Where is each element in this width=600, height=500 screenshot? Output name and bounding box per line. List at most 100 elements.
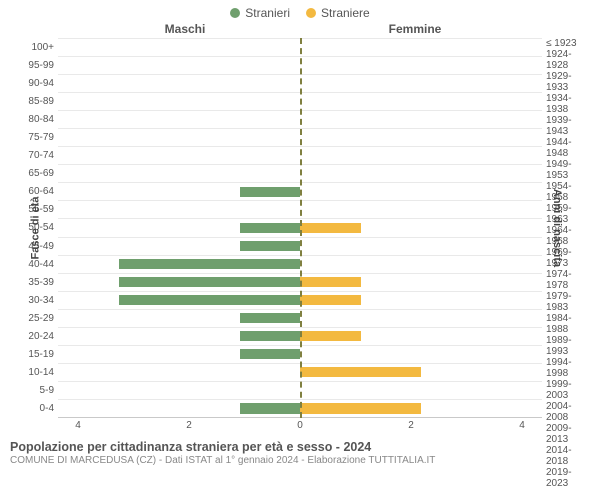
age-label: 70-74 — [20, 147, 58, 165]
age-label: 15-19 — [20, 346, 58, 364]
female-half — [300, 292, 542, 309]
female-half — [300, 400, 542, 417]
chart-title: Popolazione per cittadinanza straniera p… — [10, 440, 590, 454]
female-half — [300, 310, 542, 327]
age-label: 85-89 — [20, 92, 58, 110]
age-label: 80-84 — [20, 110, 58, 128]
male-half — [58, 400, 300, 417]
age-label: 5-9 — [20, 382, 58, 400]
birth-label: ≤ 1923 — [542, 38, 580, 49]
female-half — [300, 346, 542, 363]
female-half — [300, 382, 542, 399]
female-half — [300, 57, 542, 74]
bar-male — [119, 259, 301, 269]
female-half — [300, 274, 542, 291]
male-half — [58, 364, 300, 381]
birth-label: 1944-1948 — [542, 137, 580, 159]
swatch-female — [306, 8, 316, 18]
x-tick: 4 — [519, 420, 525, 431]
birth-label: 1934-1938 — [542, 93, 580, 115]
female-half — [300, 39, 542, 56]
female-half — [300, 129, 542, 146]
y-axis-title-right: Anni di nascita — [551, 189, 563, 267]
age-label: 0-4 — [20, 400, 58, 418]
age-label: 65-69 — [20, 165, 58, 183]
female-half — [300, 219, 542, 236]
age-label: 10-14 — [20, 364, 58, 382]
male-half — [58, 219, 300, 236]
column-headers: Maschi Femmine — [0, 22, 600, 36]
legend: Stranieri Straniere — [0, 0, 600, 22]
age-label: 20-24 — [20, 328, 58, 346]
birth-label: 1984-1988 — [542, 313, 580, 335]
birth-label: 1994-1998 — [542, 357, 580, 379]
male-half — [58, 129, 300, 146]
bar-female — [300, 331, 361, 341]
plot-area — [58, 38, 542, 418]
x-axis: 4 2 0 2 4 — [0, 418, 600, 436]
legend-label-male: Stranieri — [245, 6, 290, 20]
male-half — [58, 292, 300, 309]
male-half — [58, 274, 300, 291]
male-half — [58, 201, 300, 218]
y-axis-title-left: Fasce di età — [29, 197, 41, 260]
swatch-male — [230, 8, 240, 18]
birth-label: 1949-1953 — [542, 159, 580, 181]
age-label: 35-39 — [20, 273, 58, 291]
male-half — [58, 238, 300, 255]
bar-male — [240, 241, 301, 251]
female-half — [300, 147, 542, 164]
male-half — [58, 57, 300, 74]
header-female: Femmine — [300, 22, 530, 36]
female-half — [300, 364, 542, 381]
bar-female — [300, 277, 361, 287]
male-half — [58, 183, 300, 200]
male-half — [58, 310, 300, 327]
birth-label: 1979-1983 — [542, 291, 580, 313]
male-half — [58, 39, 300, 56]
bar-female — [300, 223, 361, 233]
bar-male — [240, 313, 301, 323]
male-half — [58, 147, 300, 164]
age-label: 25-29 — [20, 309, 58, 327]
age-label: 100+ — [20, 38, 58, 56]
bar-male — [240, 223, 301, 233]
header-male: Maschi — [70, 22, 300, 36]
bar-male — [119, 295, 301, 305]
female-half — [300, 75, 542, 92]
legend-label-female: Straniere — [321, 6, 370, 20]
x-tick: 4 — [75, 420, 81, 431]
female-half — [300, 328, 542, 345]
male-half — [58, 328, 300, 345]
birth-label: 2019-2023 — [542, 467, 580, 489]
female-half — [300, 183, 542, 200]
male-half — [58, 346, 300, 363]
x-tick: 0 — [297, 420, 303, 431]
bar-male — [240, 403, 301, 413]
age-label: 95-99 — [20, 56, 58, 74]
bar-female — [300, 295, 361, 305]
birth-label: 1999-2003 — [542, 379, 580, 401]
female-half — [300, 256, 542, 273]
birth-label: 1929-1933 — [542, 71, 580, 93]
x-tick: 2 — [186, 420, 192, 431]
female-half — [300, 93, 542, 110]
legend-item-female: Straniere — [306, 6, 370, 20]
legend-item-male: Stranieri — [230, 6, 290, 20]
birth-label: 1939-1943 — [542, 115, 580, 137]
bar-male — [240, 349, 301, 359]
chart-subtitle: COMUNE DI MARCEDUSA (CZ) - Dati ISTAT al… — [10, 455, 590, 466]
bar-male — [240, 331, 301, 341]
male-half — [58, 93, 300, 110]
birth-label: 2014-2018 — [542, 445, 580, 467]
birth-label: 1974-1978 — [542, 269, 580, 291]
age-label: 30-34 — [20, 291, 58, 309]
male-half — [58, 111, 300, 128]
chart-area: Fasce di età Anni di nascita 100+95-9990… — [0, 38, 600, 418]
female-half — [300, 165, 542, 182]
x-tick: 2 — [408, 420, 414, 431]
male-half — [58, 75, 300, 92]
male-half — [58, 382, 300, 399]
female-half — [300, 201, 542, 218]
bar-male — [240, 187, 301, 197]
